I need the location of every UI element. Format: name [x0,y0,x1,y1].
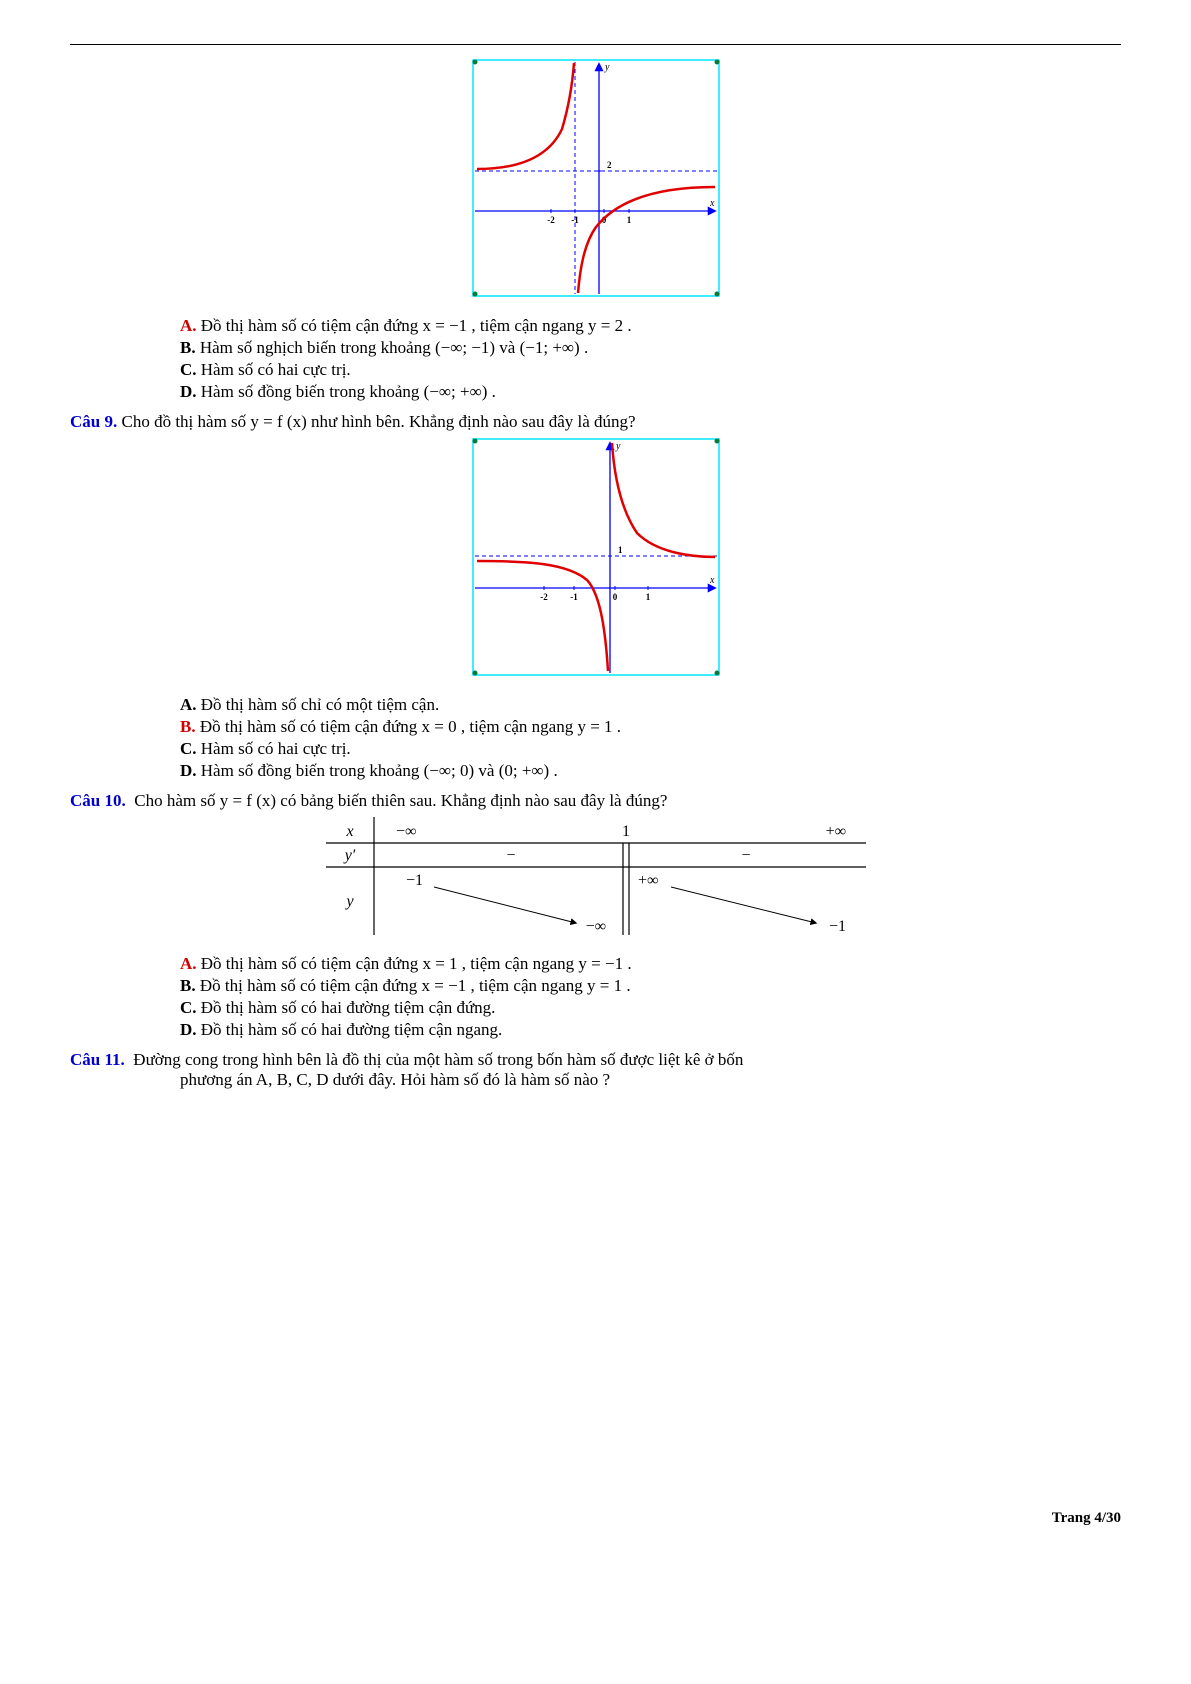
figure-q8: xy-2-1012 [70,59,1121,302]
svg-text:y: y [615,441,621,452]
answer-text: Đồ thị hàm số có tiệm cận đứng x = −1 , … [200,976,631,995]
answer-text: Hàm số đồng biến trong khoảng (−∞; +∞) . [201,382,496,401]
answer-letter-A: A. [180,954,201,973]
question-stem: Cho hàm số y = f (x) có bảng biến thiên … [134,791,667,810]
answer-letter-B: B. [180,338,200,357]
question-stem-line1: Đường cong trong hình bên là đồ thị của … [133,1050,743,1069]
answer-letter-A: A. [180,695,201,714]
svg-text:-2: -2 [540,592,548,602]
graph-q8: xy-2-1012 [472,59,720,297]
svg-text:1: 1 [626,215,631,225]
svg-text:−1: −1 [406,872,423,889]
variation-table-svg: x y′ y −∞ 1 +∞ − − −1 −∞ +∞ −1 [326,817,866,935]
q9-answer-D: D. Hàm số đồng biến trong khoảng (−∞; 0)… [180,761,1121,781]
answer-text: Hàm số đồng biến trong khoảng (−∞; 0) và… [201,761,558,780]
answer-letter-C: C. [180,739,201,758]
answer-text: Hàm số có hai cực trị. [201,739,351,758]
svg-text:1: 1 [618,545,623,555]
svg-text:y: y [604,62,610,73]
svg-text:1: 1 [645,592,650,602]
question-stem-line2: phương án A, B, C, D dưới đây. Hỏi hàm s… [180,1070,1121,1090]
svg-text:-2: -2 [547,215,555,225]
answer-text: Hàm số nghịch biến trong khoảng (−∞; −1)… [200,338,588,357]
q8-answer-D: D. Hàm số đồng biến trong khoảng (−∞; +∞… [180,382,1121,402]
svg-text:-1: -1 [571,215,579,225]
question-9: Câu 9. Cho đồ thị hàm số y = f (x) như h… [70,412,1121,432]
answer-letter-B: B. [180,976,200,995]
answer-text: Đồ thị hàm số có tiệm cận đứng x = 0 , t… [200,717,621,736]
q9-answer-C: C. Hàm số có hai cực trị. [180,739,1121,759]
answer-letter-C: C. [180,998,201,1017]
svg-text:−1: −1 [828,918,845,935]
q8-answer-A: A. Đồ thị hàm số có tiệm cận đứng x = −1… [180,316,1121,336]
q10-answer-A: A. Đồ thị hàm số có tiệm cận đứng x = 1 … [180,954,1121,974]
answer-text: Đồ thị hàm số có tiệm cận đứng x = −1 , … [201,316,632,335]
svg-text:1: 1 [622,823,630,840]
question-stem: Cho đồ thị hàm số y = f (x) như hình bên… [121,412,635,431]
svg-text:x: x [709,198,715,209]
svg-text:+∞: +∞ [638,872,658,889]
q10-answer-C: C. Đồ thị hàm số có hai đường tiệm cận đ… [180,998,1121,1018]
q8-answer-B: B. Hàm số nghịch biến trong khoảng (−∞; … [180,338,1121,358]
svg-text:−∞: −∞ [396,823,416,840]
answer-text: Đồ thị hàm số có tiệm cận đứng x = 1 , t… [201,954,632,973]
answer-letter-C: C. [180,360,201,379]
svg-text:+∞: +∞ [825,823,845,840]
q10-answer-D: D. Đồ thị hàm số có hai đường tiệm cận n… [180,1020,1121,1040]
q8-answer-C: C. Hàm số có hai cực trị. [180,360,1121,380]
svg-text:−: − [741,847,750,864]
svg-text:−: − [506,847,515,864]
q9-answer-A: A. Đồ thị hàm số chỉ có một tiệm cận. [180,695,1121,715]
svg-text:2: 2 [607,160,612,170]
svg-text:0: 0 [612,592,617,602]
question-number: Câu 10. [70,791,126,810]
svg-text:x: x [345,823,353,840]
answer-text: Đồ thị hàm số có hai đường tiệm cận ngan… [201,1020,502,1039]
page-footer: Trang 4/30 [70,1510,1121,1547]
answer-letter-D: D. [180,1020,201,1039]
svg-text:x: x [709,575,715,586]
svg-text:-1: -1 [570,592,578,602]
answer-text: Đồ thị hàm số chỉ có một tiệm cận. [201,695,439,714]
question-10: Câu 10. Cho hàm số y = f (x) có bảng biế… [70,791,1121,811]
q10-answer-B: B. Đồ thị hàm số có tiệm cận đứng x = −1… [180,976,1121,996]
answer-letter-B: B. [180,717,200,736]
question-11: Câu 11. Đường cong trong hình bên là đồ … [70,1050,1121,1090]
answer-text: Đồ thị hàm số có hai đường tiệm cận đứng… [201,998,496,1017]
header-rule [70,44,1121,45]
svg-text:y′: y′ [342,847,355,864]
answer-letter-D: D. [180,382,201,401]
answer-text: Hàm số có hai cực trị. [201,360,351,379]
answer-letter-A: A. [180,316,201,335]
answer-letter-D: D. [180,761,201,780]
figure-q9: x y -2 -1 0 1 1 [70,438,1121,681]
question-number: Câu 9. [70,412,117,431]
graph-q9: x y -2 -1 0 1 1 [472,438,720,676]
svg-text:−∞: −∞ [585,918,605,935]
svg-text:y: y [344,893,354,910]
question-number: Câu 11. [70,1050,125,1069]
variation-table: x y′ y −∞ 1 +∞ − − −1 −∞ +∞ −1 [70,817,1121,940]
q9-answer-B: B. Đồ thị hàm số có tiệm cận đứng x = 0 … [180,717,1121,737]
